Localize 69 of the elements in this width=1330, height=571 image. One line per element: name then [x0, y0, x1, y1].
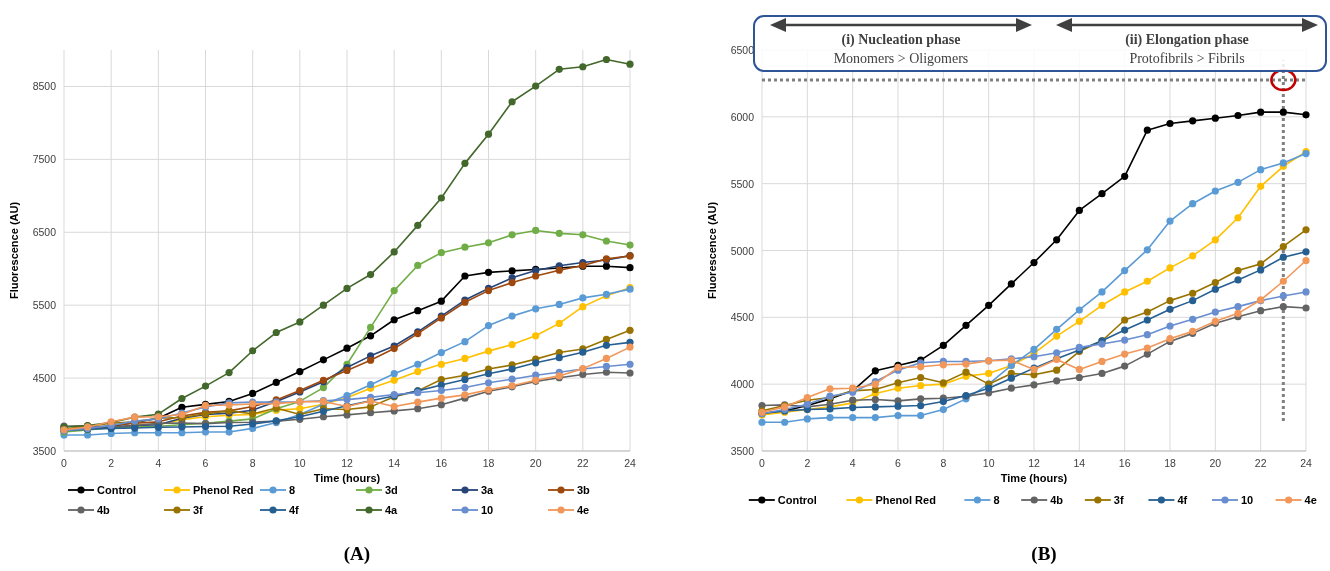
y-tick-label: 3500 [32, 445, 57, 457]
x-tick-label: 10 [982, 457, 995, 469]
y-tick-label: 3500 [730, 445, 755, 457]
x-tick-label: 10 [293, 457, 306, 469]
x-tick-label: 16 [435, 457, 448, 469]
x-tick-label: 18 [482, 457, 495, 469]
x-tick-label: 4 [155, 457, 162, 469]
legend-label: 3f [1113, 494, 1124, 506]
x-tick-label: 20 [529, 457, 542, 469]
legend-label: Control [97, 484, 137, 496]
x-tick-label: 12 [1028, 457, 1040, 469]
legend-label: 4b [1050, 494, 1064, 506]
x-tick-label: 4 [849, 457, 856, 469]
legend-label: 10 [481, 504, 494, 516]
text: (i) Nucleation phase [841, 32, 961, 48]
x-tick-label: 22 [576, 457, 589, 469]
legend-label: 3f [193, 504, 204, 516]
legend-label: 3d [385, 484, 398, 496]
legend-label: 4f [289, 504, 300, 516]
x-tick-label: 14 [388, 457, 401, 469]
legend-label: Phenol Red [193, 484, 254, 496]
legend-label: 4e [1304, 494, 1317, 506]
x-tick-label: 2 [804, 457, 811, 469]
legend-label: Phenol Red [875, 494, 936, 506]
text: (A) [343, 543, 371, 565]
x-tick-label: 20 [1209, 457, 1222, 469]
legend-label: 8 [289, 484, 296, 496]
legend-label: 4a [385, 504, 399, 516]
y-tick-label: 6500 [730, 44, 755, 56]
x-tick-label: 22 [1254, 457, 1267, 469]
y-tick-label: 7500 [32, 153, 57, 166]
y-tick-label: 4500 [730, 311, 755, 324]
legend-label: 3a [481, 484, 495, 496]
x-tick-label: 8 [249, 457, 256, 469]
y-tick-label: 5500 [32, 299, 57, 312]
y-tick-label: 6000 [730, 110, 755, 123]
x-axis-title: Time (hours) [313, 472, 381, 484]
x-tick-label: 6 [202, 457, 209, 469]
y-tick-label: 6500 [32, 226, 57, 239]
x-tick-label: 24 [1300, 457, 1312, 469]
x-tick-label: 16 [1118, 457, 1131, 469]
x-tick-label: 0 [61, 457, 68, 469]
legend-label: 4e [577, 504, 590, 516]
text: (ii) Elongation phase [1125, 32, 1249, 48]
x-tick-label: 8 [940, 457, 947, 469]
y-tick-label: 4500 [32, 372, 57, 385]
x-tick-label: 0 [759, 457, 766, 469]
x-tick-label: 6 [895, 457, 902, 469]
x-tick-label: 24 [624, 457, 636, 469]
x-tick-label: 12 [341, 457, 353, 469]
x-tick-label: 2 [108, 457, 115, 469]
text: (B) [1031, 543, 1057, 565]
legend-label: 4f [1177, 494, 1188, 506]
y-tick-label: 5000 [730, 244, 755, 257]
annotation: Monomers > Oligomers [833, 51, 969, 66]
legend-label: Control [777, 494, 817, 506]
x-axis-title: Time (hours) [1000, 472, 1068, 484]
x-tick-label: 14 [1073, 457, 1086, 469]
y-axis-title: Fluorescence (AU) [706, 201, 718, 300]
y-tick-label: 5500 [730, 177, 755, 190]
y-tick-label: 4000 [730, 378, 755, 391]
legend-label: 8 [993, 494, 1000, 506]
x-tick-label: 18 [1164, 457, 1176, 469]
legend-label: 3b [577, 484, 591, 496]
legend-label: 10 [1241, 494, 1254, 506]
legend-label: 4b [97, 504, 111, 516]
annotation: Protofibrils > Fibrils [1129, 51, 1245, 66]
y-axis-title: Fluorescence (AU) [8, 201, 20, 300]
y-tick-label: 8500 [32, 80, 57, 93]
